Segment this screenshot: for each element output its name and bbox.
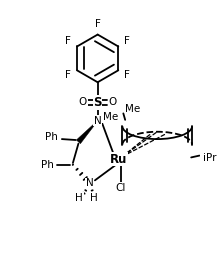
Text: F: F — [124, 70, 130, 80]
Text: F: F — [124, 36, 130, 46]
Text: iPr: iPr — [203, 153, 217, 163]
Text: Cl: Cl — [115, 183, 126, 193]
Text: O: O — [108, 98, 117, 107]
Text: H: H — [76, 193, 83, 203]
Text: Me: Me — [125, 104, 140, 114]
Text: S: S — [93, 96, 102, 109]
Text: O: O — [79, 98, 87, 107]
Text: F: F — [95, 20, 101, 29]
Text: N: N — [85, 178, 93, 188]
Polygon shape — [76, 120, 98, 144]
Text: Me: Me — [103, 112, 118, 122]
Text: H: H — [90, 193, 98, 203]
Text: N: N — [94, 116, 102, 126]
Text: Ru: Ru — [110, 153, 127, 166]
Text: Ph: Ph — [45, 132, 58, 142]
Text: F: F — [65, 70, 71, 80]
Text: F: F — [65, 36, 71, 46]
Text: Ph: Ph — [41, 160, 54, 170]
